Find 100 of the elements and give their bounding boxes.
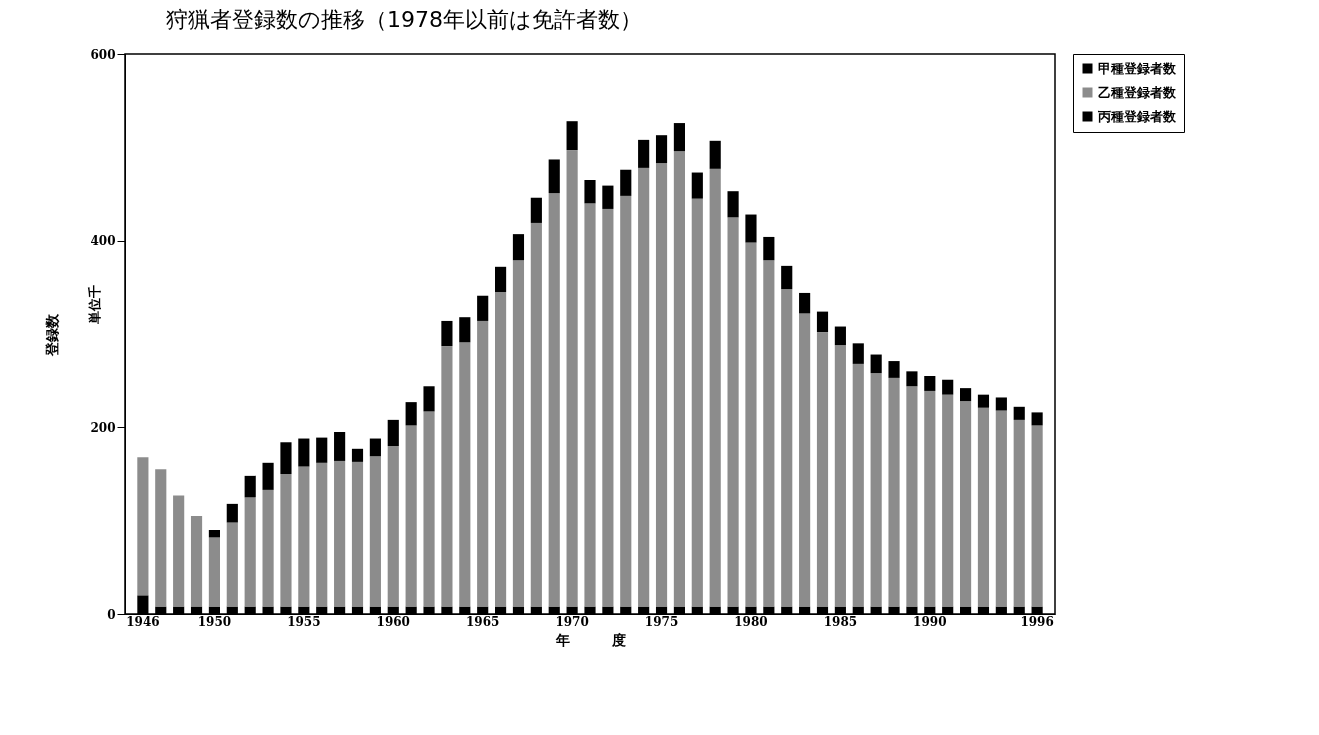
y-axis-title: 登録数 [44,312,61,357]
bar [709,140,721,169]
bar [566,150,578,607]
bar [763,260,775,607]
bar [620,169,632,196]
bar [995,397,1007,411]
bar [369,438,381,457]
bar [477,295,489,321]
x-tick-label: 1946 [126,614,160,629]
bar [691,172,703,199]
bar [816,332,829,607]
bar [1031,425,1043,607]
bar [799,292,811,314]
bar [262,462,274,490]
bar [190,516,203,607]
bar [387,446,399,607]
bar [906,371,918,387]
bar [208,530,220,538]
bar [655,135,668,164]
bar [888,361,900,378]
bar [387,419,399,446]
bar [870,373,882,607]
bar [459,317,471,343]
x-tick-label: 1970 [555,614,589,629]
x-tick-label: 1985 [823,614,858,629]
bar [459,342,471,607]
bar [423,411,435,607]
bar [137,457,149,596]
legend-label: 甲種登録者数 [1098,60,1177,76]
bar [226,503,238,523]
bar [584,180,596,204]
bar [727,191,739,218]
bar [852,343,864,364]
bar [423,386,435,412]
bar [405,425,417,607]
bar [942,379,954,395]
x-tick-label: 1960 [376,614,410,629]
bar [226,522,238,607]
bar [906,386,918,607]
y-tick-label: 600 [90,47,116,62]
bar [799,313,811,607]
bar [280,442,292,474]
bar [334,432,346,461]
x-tick-label: 1996 [1020,614,1054,629]
bar [1031,412,1043,426]
bar [995,410,1007,607]
bar [155,469,167,607]
bar [441,320,453,347]
x-tick-label: 1990 [913,614,947,629]
bar [316,462,328,607]
bar [298,466,310,607]
bar [441,346,453,607]
bar [1013,406,1025,420]
bar [566,121,578,151]
bar [834,326,846,346]
bar [512,260,525,607]
x-tick-label: 1950 [197,614,232,629]
bar [763,236,775,261]
y-tick-label: 200 [90,420,116,435]
bar [834,345,846,607]
bar [602,185,614,209]
legend-label: 乙種登録者数 [1098,84,1177,100]
x-tick-label: 1955 [287,614,321,629]
bar [781,289,793,607]
bar [781,265,793,290]
bar [298,438,310,467]
bar [1013,419,1025,607]
bar [495,292,507,607]
y-tick-label: 400 [90,234,116,249]
bar [530,197,542,223]
bar [638,139,650,168]
bar [316,437,328,463]
bar [977,394,990,408]
bar [208,537,220,607]
bar [548,193,560,607]
bar [727,217,739,607]
bar [673,151,685,607]
bar [477,320,489,607]
bar [870,354,882,374]
bar [173,495,185,607]
x-axis-title: 年 度 [554,631,626,648]
bar [602,208,614,607]
bar [548,159,560,194]
bar [745,242,757,607]
bar [584,203,596,607]
bar [691,198,703,607]
x-tick-label: 1980 [734,614,768,629]
bar [960,401,972,607]
bar [655,163,668,607]
bar [942,394,954,607]
bar [709,168,721,607]
bar [673,123,685,152]
bar [351,448,364,462]
bar [745,214,757,243]
y-tick-label: 0 [107,607,116,622]
bar [495,266,507,292]
bar [852,363,864,607]
bar [280,474,292,607]
bar [816,311,829,333]
x-tick-label: 1965 [465,614,500,629]
